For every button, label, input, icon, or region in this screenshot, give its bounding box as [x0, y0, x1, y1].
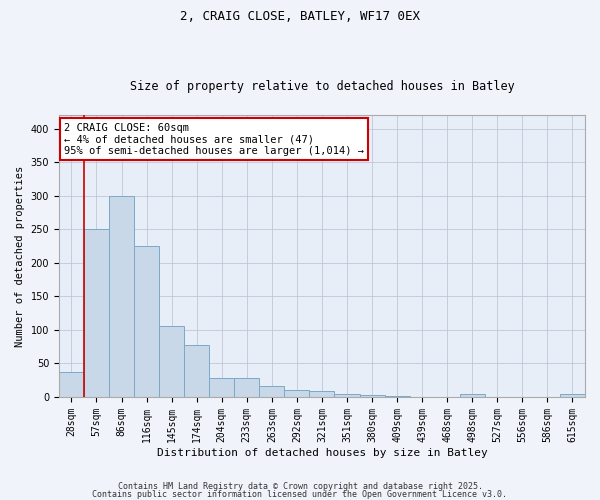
Bar — [109, 196, 134, 397]
Text: Contains HM Land Registry data © Crown copyright and database right 2025.: Contains HM Land Registry data © Crown c… — [118, 482, 482, 491]
Title: Size of property relative to detached houses in Batley: Size of property relative to detached ho… — [130, 80, 514, 94]
Bar — [84, 230, 109, 397]
Text: 2 CRAIG CLOSE: 60sqm
← 4% of detached houses are smaller (47)
95% of semi-detach: 2 CRAIG CLOSE: 60sqm ← 4% of detached ho… — [64, 122, 364, 156]
X-axis label: Distribution of detached houses by size in Batley: Distribution of detached houses by size … — [157, 448, 487, 458]
Bar — [259, 386, 284, 397]
Bar — [59, 372, 84, 397]
Text: 2, CRAIG CLOSE, BATLEY, WF17 0EX: 2, CRAIG CLOSE, BATLEY, WF17 0EX — [180, 10, 420, 23]
Y-axis label: Number of detached properties: Number of detached properties — [15, 166, 25, 347]
Bar — [460, 394, 485, 397]
Bar — [134, 246, 159, 397]
Bar — [359, 395, 385, 397]
Bar — [159, 326, 184, 397]
Bar — [209, 378, 234, 397]
Text: Contains public sector information licensed under the Open Government Licence v3: Contains public sector information licen… — [92, 490, 508, 499]
Bar — [560, 394, 585, 397]
Bar — [310, 391, 334, 397]
Bar — [184, 344, 209, 397]
Bar — [284, 390, 310, 397]
Bar — [334, 394, 359, 397]
Bar — [234, 378, 259, 397]
Bar — [385, 396, 410, 397]
